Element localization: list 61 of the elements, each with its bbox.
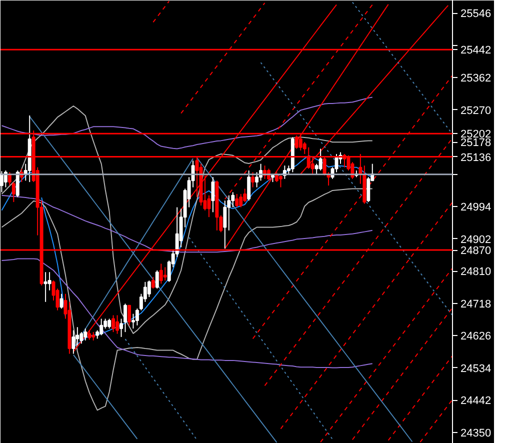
candlestick: [128, 304, 131, 326]
candlestick: [88, 330, 92, 340]
candlestick: [116, 314, 120, 334]
candlestick: [211, 176, 215, 213]
candlestick: [223, 200, 227, 250]
line-series: [196, 157, 413, 442]
line-series: [1, 194, 373, 253]
ref-line-label: 25442: [460, 44, 492, 57]
y-tick-label: 24534: [460, 362, 492, 375]
candlestick: [44, 272, 48, 302]
candlestick: [159, 263, 163, 284]
candlestick: [147, 280, 151, 298]
line-series: [260, 62, 452, 316]
line-series: [1, 188, 373, 411]
candlestick: [124, 303, 127, 333]
candlestick: [318, 148, 322, 171]
candlestick: [251, 172, 255, 188]
line-series: [320, 268, 452, 443]
line-series: [388, 356, 452, 441]
ref-line-label: 25136: [460, 152, 492, 164]
candlestick: [239, 193, 243, 208]
y-tick-label: 25362: [460, 72, 492, 85]
candlestick: [247, 170, 251, 202]
y-tick-label: 24810: [460, 266, 492, 278]
candlestick: [155, 270, 159, 290]
y-tick-label: 24902: [460, 234, 492, 246]
y-tick-label: 24442: [460, 395, 492, 408]
y-tick-label: 24994: [460, 202, 492, 214]
candlestick: [278, 174, 282, 188]
candlestick: [366, 176, 370, 203]
line-series: [29, 116, 278, 443]
y-tick-label: 24350: [460, 427, 492, 440]
candlestick: [255, 172, 259, 188]
line-series: [352, 308, 452, 440]
line-series: [1, 96, 373, 150]
candlestick: [0, 170, 4, 193]
y-tick-label: 24626: [460, 330, 492, 343]
candlestick: [100, 318, 104, 336]
y-tick-label: 25270: [460, 104, 492, 117]
candlestick: [48, 272, 52, 291]
candlestick: [16, 170, 20, 198]
line-series: [72, 354, 138, 440]
ref-line-label: 24870: [460, 245, 492, 258]
candlestick: [235, 193, 239, 208]
line-series: [1, 258, 373, 368]
candlestick: [151, 276, 155, 290]
y-tick-label: 25546: [460, 8, 492, 20]
candlestick: [112, 314, 116, 333]
line-series: [124, 338, 198, 440]
candlestick: [108, 318, 112, 330]
candlestick: [12, 182, 16, 203]
line-series: [352, 2, 452, 134]
y-tick-label: 24718: [460, 298, 492, 310]
line-series: [1, 105, 373, 334]
line-series: [152, 0, 170, 23]
candlestick: [163, 266, 167, 282]
line-series: [188, 236, 334, 440]
line-series: [420, 400, 452, 443]
candlestick: [60, 293, 64, 310]
candlestick: [72, 330, 76, 354]
candlestick: [84, 328, 88, 341]
